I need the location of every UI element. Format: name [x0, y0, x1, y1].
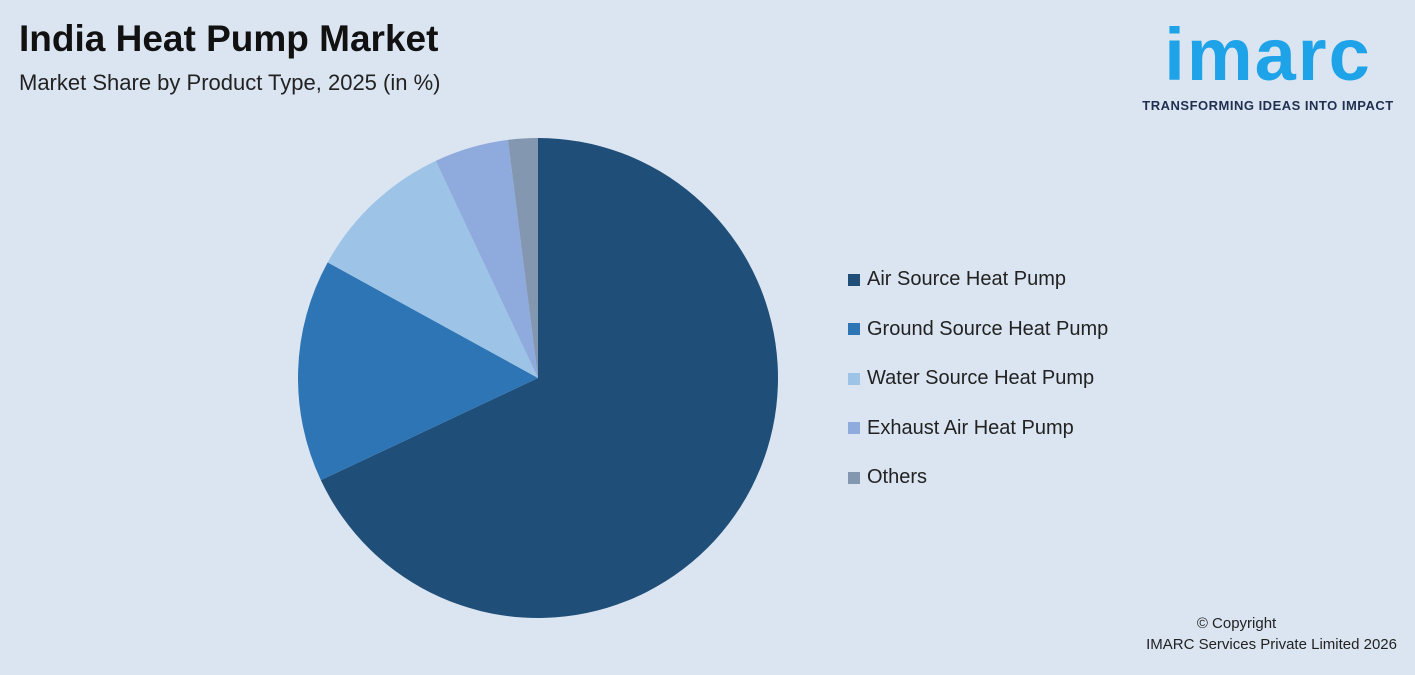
- legend-swatch: [848, 471, 860, 484]
- chart-subtitle: Market Share by Product Type, 2025 (in %…: [19, 70, 441, 95]
- legend-item: Others: [848, 453, 1108, 503]
- legend-item: Ground Source Heat Pump: [848, 305, 1108, 355]
- copyright-label: © Copyright: [1196, 615, 1277, 632]
- legend: Air Source Heat Pump Ground Source Heat P…: [848, 255, 1108, 503]
- pie-slice-others: [507, 138, 538, 378]
- legend-label: Air Source Heat Pump: [867, 268, 1066, 291]
- pie-slice-exhaust-air-heat-pump: [435, 139, 538, 378]
- legend-label: Others: [867, 466, 928, 489]
- legend-item: Air Source Heat Pump: [848, 255, 1108, 305]
- pie-slice-ground-source-heat-pump: [298, 262, 538, 481]
- legend-label: Exhaust Air Heat Pump: [867, 416, 1074, 439]
- legend-swatch: [848, 323, 860, 336]
- pie-slice-water-source-heat-pump: [327, 160, 538, 378]
- legend-item: Water Source Heat Pump: [848, 354, 1108, 404]
- legend-label: Ground Source Heat Pump: [867, 317, 1109, 340]
- chart-title: India Heat Pump Market: [19, 18, 439, 59]
- logo-tagline: TRANSFORMING IDEAS INTO IMPACT: [1142, 98, 1394, 113]
- pie-slice-air-source-heat-pump: [320, 138, 779, 619]
- legend-swatch: [848, 422, 860, 435]
- legend-swatch: [848, 273, 860, 286]
- legend-label: Water Source Heat Pump: [867, 367, 1095, 390]
- imarc-logo: imarc TRANSFORMING IDEAS INTO IMPACT: [1133, 12, 1403, 113]
- logo-wordmark: imarc: [1164, 13, 1372, 96]
- legend-item: Exhaust Air Heat Pump: [848, 404, 1108, 454]
- copyright-company: IMARC Services Private Limited 2026: [1146, 636, 1397, 653]
- copyright-block: © Copyright IMARC Services Private Limit…: [1146, 613, 1397, 655]
- legend-swatch: [848, 372, 860, 385]
